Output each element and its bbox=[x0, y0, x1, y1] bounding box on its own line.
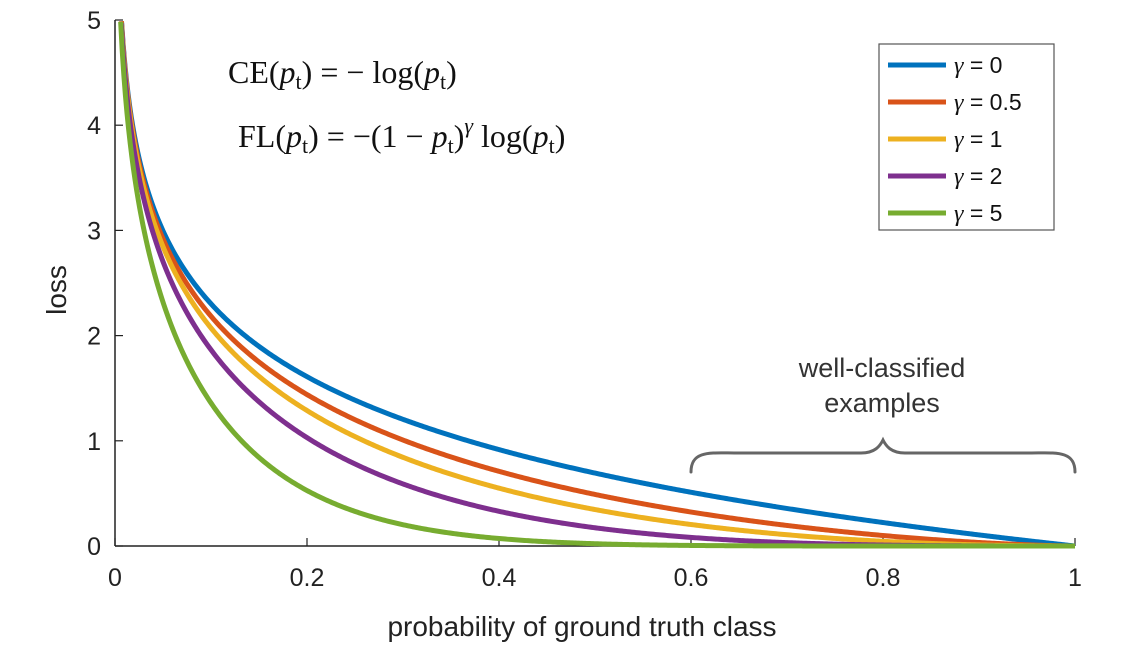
x-tick-label: 0.6 bbox=[674, 564, 709, 592]
y-ticks: 0 1 2 3 4 5 bbox=[87, 7, 123, 561]
y-axis-label: loss bbox=[41, 265, 72, 315]
series-line-gamma-5 bbox=[118, 21, 1076, 549]
fl-equation: FL(pt) = −(1 − pt)γ log(pt) bbox=[238, 113, 565, 158]
y-tick-label: 3 bbox=[87, 217, 101, 245]
series-line-gamma-0-5 bbox=[118, 21, 1076, 549]
legend-label: γ = 0.5 bbox=[954, 89, 1022, 116]
x-tick-label: 0.2 bbox=[290, 564, 325, 592]
x-tick-label: 0.8 bbox=[866, 564, 901, 592]
x-tick-label: 1 bbox=[1068, 564, 1082, 592]
x-axis-label: probability of ground truth class bbox=[387, 611, 776, 642]
legend-label: γ = 5 bbox=[954, 200, 1002, 227]
curly-brace bbox=[689, 436, 1077, 474]
legend: γ = 0 γ = 0.5 γ = 1 γ = 2 γ = 5 bbox=[878, 43, 1055, 231]
y-tick-label: 0 bbox=[87, 533, 101, 561]
y-tick-label: 2 bbox=[87, 323, 101, 351]
legend-label: γ = 2 bbox=[954, 163, 1002, 190]
x-tick-label: 0.4 bbox=[482, 564, 517, 592]
y-tick-label: 5 bbox=[87, 7, 101, 35]
ce-equation: CE(pt) = − log(pt) bbox=[228, 54, 457, 94]
y-tick-label: 4 bbox=[87, 112, 101, 140]
series-line-gamma-0 bbox=[119, 22, 1076, 549]
legend-label: γ = 0 bbox=[954, 52, 1002, 79]
x-tick-label: 0 bbox=[108, 564, 122, 592]
series-lines bbox=[118, 21, 1076, 549]
y-tick-label: 1 bbox=[87, 428, 101, 456]
series-line-gamma-1 bbox=[118, 22, 1076, 549]
annotation-line1: well-classified bbox=[798, 353, 966, 383]
legend-label: γ = 1 bbox=[954, 126, 1002, 153]
equations: CE(pt) = − log(pt) FL(pt) = −(1 − pt)γ l… bbox=[228, 54, 565, 158]
annotation-line2: examples bbox=[824, 388, 940, 418]
x-ticks: 0 0.2 0.4 0.6 0.8 1 bbox=[108, 538, 1082, 592]
well-classified-annotation: well-classified examples bbox=[689, 353, 1077, 474]
